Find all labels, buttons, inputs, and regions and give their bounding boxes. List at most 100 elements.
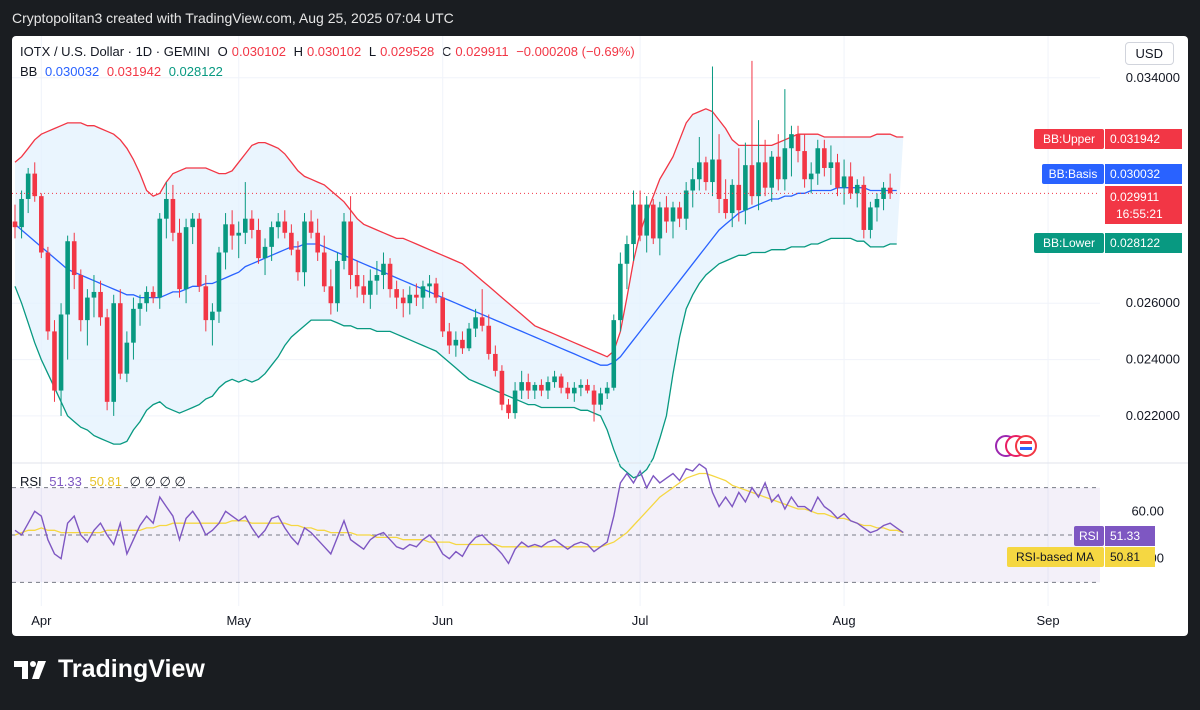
candle-body [78, 275, 84, 321]
candle-body [848, 176, 853, 194]
candle-body [815, 148, 821, 174]
candle-body [144, 291, 149, 304]
bollinger-band-fill [15, 108, 904, 478]
low-label: L [368, 44, 377, 59]
candle-body [683, 190, 689, 219]
candle-body [618, 263, 623, 321]
bb-upper-badge: BB:Upper 0.031942 [1034, 129, 1182, 149]
candle-body [341, 221, 347, 261]
flag-stripe [1020, 441, 1032, 444]
bb-lower-badge-value: 0.028122 [1110, 236, 1160, 250]
bb-basis-badge-label: BB:Basis [1049, 167, 1098, 181]
candle-body [716, 159, 722, 199]
candle-body [539, 384, 544, 391]
candle-body [210, 311, 215, 321]
candle-body [203, 286, 209, 321]
candle-body [91, 291, 97, 298]
candle-body [479, 317, 485, 326]
flag-icon[interactable] [1015, 435, 1037, 457]
x-tick-label: May [226, 613, 251, 628]
rsi-badge: RSI 51.33 [1074, 526, 1155, 546]
bb-label[interactable]: BB [20, 64, 38, 79]
candle-body [65, 241, 70, 315]
candle-body [670, 207, 676, 222]
y-tick-label: 0.022000 [1126, 408, 1180, 423]
candle-body [433, 283, 439, 298]
candle-body [58, 314, 64, 391]
candle-body [32, 173, 38, 197]
candle-body [321, 252, 327, 287]
candle-body [117, 303, 123, 374]
x-tick-label: Jun [432, 613, 453, 628]
candle-body [572, 387, 577, 394]
candle-body [236, 232, 242, 236]
candle-body [420, 286, 426, 298]
bb-legend: BB 0.030032 0.031942 0.028122 [20, 64, 227, 79]
candle-body [512, 390, 518, 414]
candle-body [822, 148, 827, 168]
candle-body [677, 207, 682, 219]
candle-body [111, 303, 116, 402]
candle-body [157, 218, 163, 298]
candle-body [466, 328, 472, 349]
x-tick-label: Aug [833, 613, 856, 628]
bb-lower-badge: BB:Lower 0.028122 [1034, 233, 1182, 253]
candle-body [756, 162, 761, 197]
candle-body [104, 317, 110, 402]
bb-lower-value: 0.028122 [168, 64, 223, 79]
high-value: 0.030102 [306, 44, 362, 59]
rsi-label[interactable]: RSI [20, 474, 42, 489]
candle-body [328, 286, 334, 304]
x-tick-label: Jul [632, 613, 649, 628]
ohlc-legend: IOTX / U.S. Dollar · 1D · GEMINI O 0.0301… [20, 44, 639, 59]
candle-body [519, 382, 524, 391]
price-badge: 0.029911 16:55:21 [1105, 186, 1182, 224]
change-value: −0.000208 (−0.69%) [516, 44, 635, 59]
candle-body [697, 162, 702, 180]
low-value: 0.029528 [380, 44, 435, 59]
candle-body [348, 221, 353, 276]
candle-body [789, 134, 794, 149]
candle-body [624, 244, 630, 264]
price-badge-value: 0.029911 [1110, 190, 1159, 204]
candle-body [493, 353, 498, 371]
candle-body [453, 339, 459, 346]
candle-body [361, 286, 367, 295]
candle-body [223, 224, 228, 253]
candle-body [881, 187, 886, 199]
candle-body [440, 297, 445, 332]
candle-body [729, 184, 735, 214]
bb-basis-value: 0.030032 [44, 64, 100, 79]
y-tick-label: 0.026000 [1126, 295, 1180, 310]
candle-body [558, 376, 564, 388]
candle-body [381, 263, 386, 276]
rsi-ma-badge-label: RSI-based MA [1016, 550, 1094, 564]
candle-body [216, 252, 222, 312]
y-tick-label: 0.034000 [1126, 70, 1180, 85]
candle-body [98, 291, 103, 318]
rsi-legend-value: 51.33 [49, 474, 82, 489]
candle-body [124, 342, 130, 374]
candle-body [604, 387, 610, 394]
candle-body [525, 382, 531, 391]
x-tick-label: Sep [1036, 613, 1059, 628]
candle-body [703, 162, 709, 183]
candle-body [552, 376, 557, 383]
rsi-ma-badge: RSI-based MA 50.81 [1007, 547, 1155, 567]
candle-body [315, 232, 320, 253]
tradingview-logo[interactable]: TradingView [14, 655, 205, 684]
chart-svg: 0.0340000.0260000.0240000.02200060.0040.… [12, 36, 1188, 628]
candle-body [861, 184, 867, 230]
candle-body [631, 204, 636, 245]
bb-upper-line [14, 108, 904, 358]
candle-body [644, 204, 649, 236]
symbol-title[interactable]: IOTX / U.S. Dollar · 1D · GEMINI [20, 44, 210, 59]
currency-button[interactable]: USD [1124, 42, 1174, 65]
candle-body [762, 162, 768, 188]
candle-body [486, 325, 492, 354]
candle-body [177, 232, 182, 290]
high-label: H [293, 44, 303, 59]
rsi-line [14, 463, 904, 565]
candle-body [637, 204, 643, 236]
candle-body [841, 176, 847, 188]
